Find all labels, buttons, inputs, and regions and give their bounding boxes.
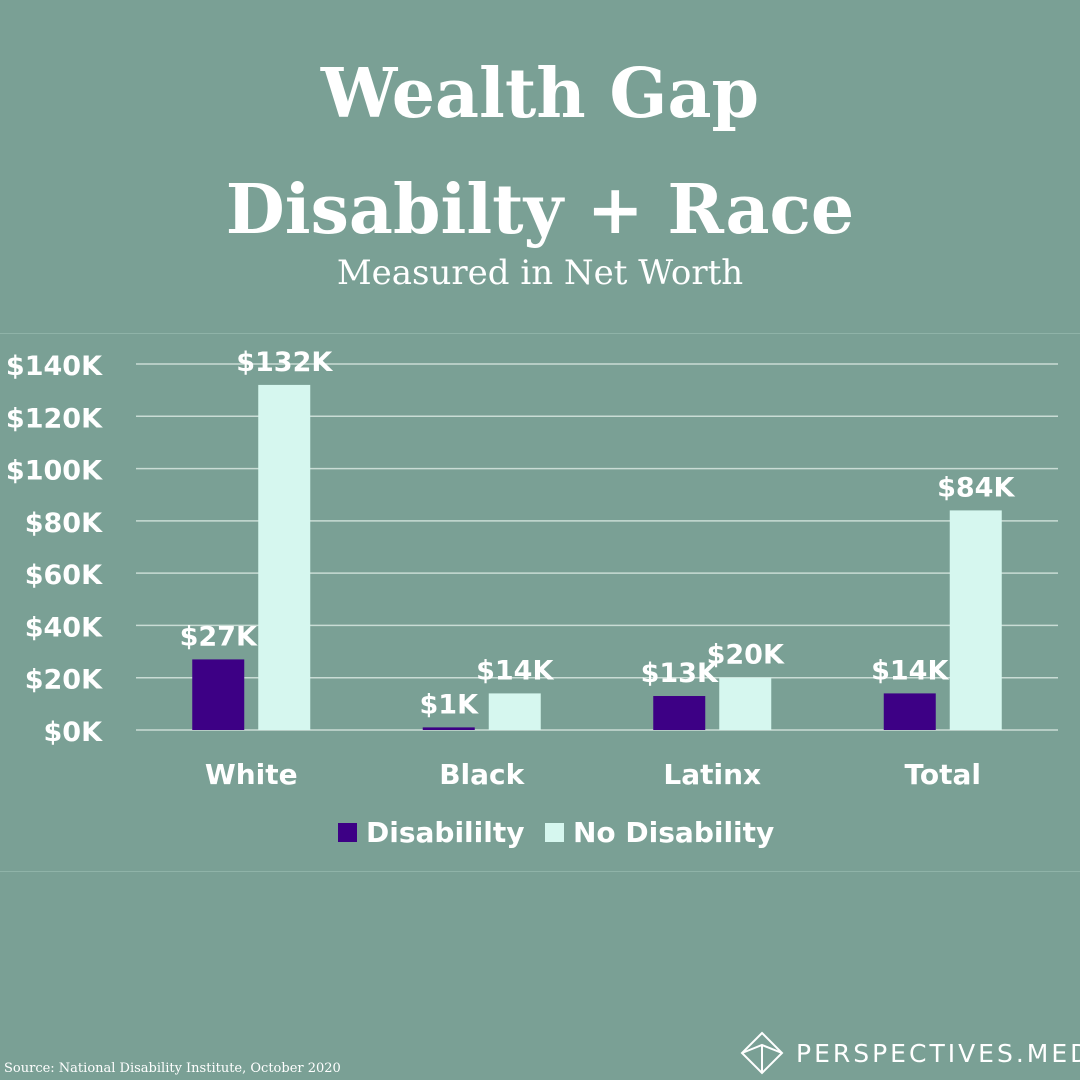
data-label: $20K <box>707 640 785 671</box>
bar <box>949 510 1002 730</box>
chart-subtitle: Measured in Net Worth <box>336 253 744 293</box>
legend-label: No Disability <box>573 816 774 849</box>
data-label: $14K <box>871 655 949 686</box>
y-tick-label: $120K <box>6 403 103 434</box>
y-tick-label: $80K <box>25 508 103 539</box>
y-tick-label: $40K <box>25 612 103 643</box>
x-tick-label: White <box>205 758 298 791</box>
chart-area: $0K $20K $40K $60K $80K $100K $120K $140K $27K $1… <box>0 333 1080 872</box>
y-tick-label: $0K <box>44 717 104 748</box>
bar <box>192 659 245 730</box>
x-tick-label: Black <box>439 758 525 791</box>
bar <box>719 677 772 730</box>
brand-name: PERSPECTIVES.MEDIA <box>796 1038 1080 1068</box>
data-label: $14K <box>476 655 554 686</box>
bar <box>422 727 475 730</box>
bar <box>258 384 311 730</box>
bar <box>883 693 936 730</box>
brand-logo: PERSPECTIVES.MEDIA <box>740 1030 1080 1076</box>
y-tick-label: $140K <box>6 351 103 382</box>
bar <box>653 696 706 730</box>
bar-chart: $0K $20K $40K $60K $80K $100K $120K $140K $27K $1… <box>6 347 1058 849</box>
y-tick-label: $20K <box>25 665 103 696</box>
data-label: $132K <box>236 347 333 378</box>
source-note: Source: National Disability Institute, O… <box>4 1061 341 1076</box>
legend-swatch <box>338 823 357 842</box>
chart-title-line-1: Wealth Gap <box>320 54 760 134</box>
x-tick-label: Latinx <box>663 758 761 791</box>
data-label: $27K <box>180 621 258 652</box>
bar <box>488 693 541 730</box>
chart-title-line-2: Disabilty + Race <box>225 170 855 250</box>
y-tick-label: $100K <box>6 456 103 487</box>
diamond-logo-icon <box>740 1031 784 1075</box>
data-label: $84K <box>937 472 1015 503</box>
data-label: $1K <box>420 689 480 720</box>
legend-label: Disabililty <box>366 816 524 849</box>
legend-swatch <box>545 823 564 842</box>
y-tick-label: $60K <box>25 560 103 591</box>
data-label: $13K <box>641 658 719 689</box>
x-tick-label: Total <box>905 758 982 791</box>
